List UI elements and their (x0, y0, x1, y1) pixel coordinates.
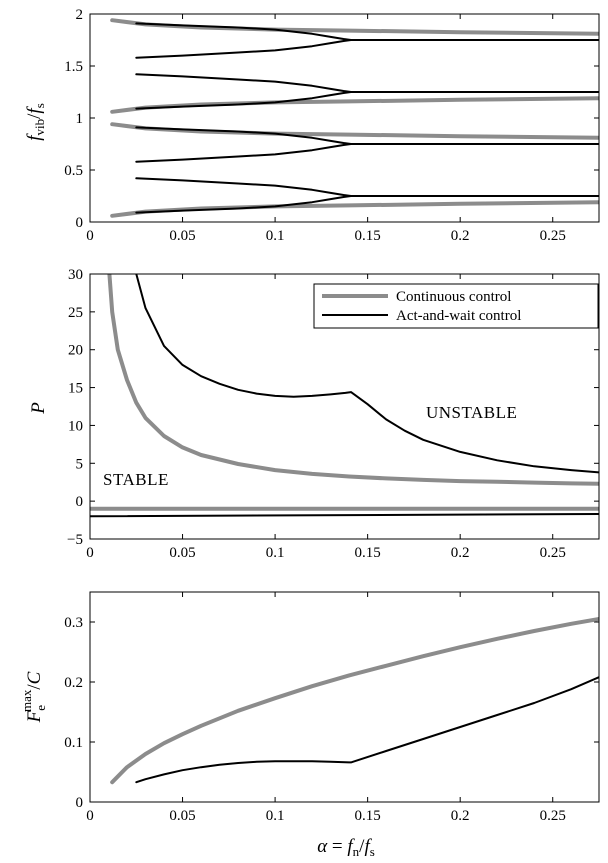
panel-frequency-ylabel: fvib/fs (24, 103, 47, 141)
legend-label-act-and-wait: Act-and-wait control (396, 308, 521, 324)
panel-frequency-series-continuous-line (110, 96, 599, 114)
panel-parameter-xtick-label: 0.1 (266, 545, 285, 561)
panel-force-ylabel: Femax/C (19, 671, 48, 723)
panel-frequency-ytick-label: 0 (76, 215, 84, 231)
panel-force-ytick-label: 0.2 (64, 675, 83, 691)
panel-force-xtick-label: 0 (86, 808, 94, 824)
panel-force-xtick-label: 0.2 (451, 808, 470, 824)
panel-frequency-xtick-label: 0.05 (169, 228, 195, 244)
panel-force-ytick-label: 0 (76, 795, 84, 811)
panel-parameter-xtick-label: 0.25 (540, 545, 566, 561)
panel-parameter-series-act-and-wait-line (90, 513, 599, 518)
panel-frequency-xtick-label: 0.1 (266, 228, 285, 244)
panel-frequency-series-act-and-wait-line (135, 91, 599, 110)
panel-frequency-series-act-and-wait-line (135, 73, 352, 93)
panel-parameter-xtick-label: 0.15 (355, 545, 381, 561)
panel-frequency-xtick-label: 0.25 (540, 228, 566, 244)
panel-parameter-xtick-label: 0.05 (169, 545, 195, 561)
stable-label: STABLE (103, 470, 169, 489)
panel-frequency-series-act-and-wait-line (135, 143, 352, 163)
panel-force-ytick-label: 0.1 (64, 735, 83, 751)
panel-parameter-series-act-and-wait-line (135, 274, 599, 474)
panel-frequency-xtick-label: 0 (86, 228, 94, 244)
panel-frequency-series-act-and-wait-line (135, 126, 599, 145)
panel-force-lines (110, 617, 599, 785)
unstable-label: UNSTABLE (426, 403, 517, 422)
panel-parameter-ytick-label: −5 (67, 532, 83, 548)
panel-parameter-ylabel: P (28, 402, 49, 415)
panel-frequency-series-continuous-line (110, 122, 599, 140)
panel-parameter-ytick-label: 0 (76, 494, 84, 510)
panel-parameter-lines (90, 274, 599, 518)
panel-frequency-series-continuous-line (110, 18, 599, 36)
panel-parameter-ytick-label: 20 (68, 343, 83, 359)
panel-parameter-xtick-label: 0.2 (451, 545, 470, 561)
panel-frequency-xtick-label: 0.15 (355, 228, 381, 244)
panel-frequency-series-act-and-wait-line (135, 177, 352, 197)
panel-parameter-ytick-label: 15 (68, 381, 83, 397)
panel-frequency-xtick-label: 0.2 (451, 228, 470, 244)
panel-frequency-series-continuous-line (110, 200, 599, 218)
panel-parameter-ytick-label: 5 (76, 456, 84, 472)
panel-frequency-ticks: 0 0.05 0.1 0.15 0.2 0.25 0 0.5 1 1.5 2 (64, 7, 599, 244)
panel-frequency-series-act-and-wait-line (135, 22, 599, 41)
panel-force-ytick-label: 0.3 (64, 615, 83, 631)
legend-label-continuous: Continuous control (396, 289, 511, 305)
panel-parameter-frame (89, 273, 600, 540)
panel-force-xtick-label: 0.1 (266, 808, 285, 824)
panel-frequency-series-act-and-wait-line (135, 195, 599, 214)
panel-parameter-ytick-label: 10 (68, 418, 83, 434)
panel-frequency-ytick-label: 0.5 (64, 163, 83, 179)
panel-force-series-act-and-wait-line (135, 676, 599, 784)
panel-force-series-continuous-line (110, 617, 599, 785)
panel-force-xlabel: α = fn/fs (317, 836, 375, 859)
panel-frequency-ytick-label: 1 (76, 111, 84, 127)
panel-force: 0 0.05 0.1 0.15 0.2 0.25 0 0.1 0.2 0.3 Femax/C α … (19, 591, 600, 859)
legend-box (313, 283, 599, 329)
panel-frequency-frame (89, 13, 600, 223)
panel-parameter-ytick-label: 30 (68, 267, 83, 283)
panel-force-xtick-label: 0.05 (169, 808, 195, 824)
panel-frequency: 0 0.05 0.1 0.15 0.2 0.25 0 0.5 1 1.5 2 fvib/fs (24, 7, 600, 244)
legend: Continuous control Act-and-wait control (313, 283, 599, 329)
panel-force-frame (89, 591, 600, 803)
panel-frequency-ytick-label: 1.5 (64, 59, 83, 75)
panel-force-xtick-label: 0.25 (540, 808, 566, 824)
panel-parameter-ytick-label: 25 (68, 305, 83, 321)
panel-parameter-series-continuous-line (107, 274, 599, 486)
panel-frequency-lines (110, 18, 599, 218)
panel-parameter-xtick-label: 0 (86, 545, 94, 561)
panel-frequency-ytick-label: 2 (76, 7, 84, 23)
panel-frequency-series-act-and-wait-line (135, 39, 352, 59)
panel-force-xtick-label: 0.15 (355, 808, 381, 824)
